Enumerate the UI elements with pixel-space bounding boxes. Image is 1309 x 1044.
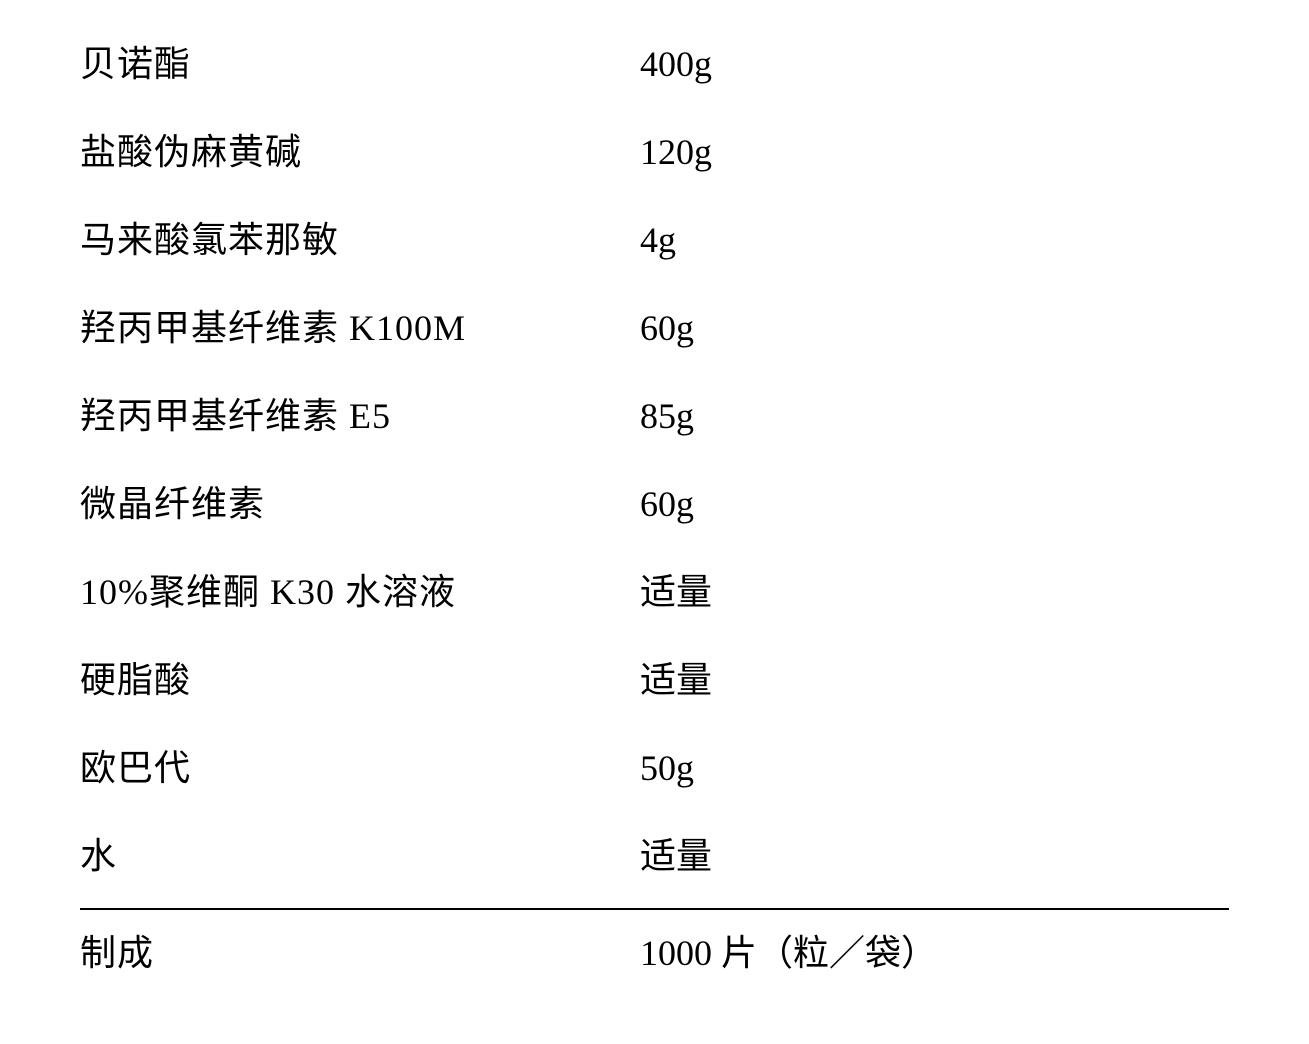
table-row: 硬脂酸 适量 [80,636,1229,724]
ingredient-cell: 羟丙甲基纤维素 E5 [80,372,640,460]
amount-cell: 50g [640,724,1229,812]
table-row: 微晶纤维素 60g [80,460,1229,548]
formula-table: 贝诺酯 400g 盐酸伪麻黄碱 120g 马来酸氯苯那敏 4g 羟丙甲基纤维素 … [80,20,1229,984]
ingredient-cell: 10%聚维酮 K30 水溶液 [80,548,640,636]
ingredient-cell: 欧巴代 [80,724,640,812]
ingredient-cell: 水 [80,812,640,900]
amount-cell: 60g [640,284,1229,372]
total-label: 制成 [80,918,640,988]
table-row: 欧巴代 50g [80,724,1229,812]
ingredient-cell: 硬脂酸 [80,636,640,724]
ingredient-cell: 羟丙甲基纤维素 K100M [80,284,640,372]
amount-cell: 适量 [640,548,1229,636]
amount-cell: 适量 [640,812,1229,900]
ingredient-cell: 马来酸氯苯那敏 [80,196,640,284]
total-row: 制成 1000 片（粒／袋） [80,914,1229,984]
table-row: 盐酸伪麻黄碱 120g [80,108,1229,196]
amount-cell: 4g [640,196,1229,284]
amount-cell: 120g [640,108,1229,196]
amount-cell: 60g [640,460,1229,548]
table-row: 贝诺酯 400g [80,20,1229,108]
amount-cell: 85g [640,372,1229,460]
table-row: 羟丙甲基纤维素 K100M 60g [80,284,1229,372]
ingredient-cell: 盐酸伪麻黄碱 [80,108,640,196]
table-row: 羟丙甲基纤维素 E5 85g [80,372,1229,460]
table-row: 水 适量 [80,812,1229,900]
ingredient-cell: 微晶纤维素 [80,460,640,548]
amount-cell: 400g [640,20,1229,108]
table-row: 10%聚维酮 K30 水溶液 适量 [80,548,1229,636]
amount-cell: 适量 [640,636,1229,724]
divider-line [80,908,1229,910]
total-amount: 1000 片（粒／袋） [640,918,1229,988]
ingredient-cell: 贝诺酯 [80,20,640,108]
table-row: 马来酸氯苯那敏 4g [80,196,1229,284]
